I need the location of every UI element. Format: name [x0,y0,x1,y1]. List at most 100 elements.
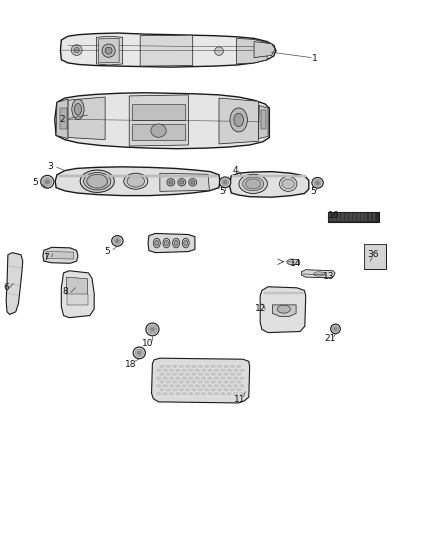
Polygon shape [219,98,258,144]
Ellipse shape [151,124,166,137]
Ellipse shape [201,385,206,387]
Ellipse shape [192,373,196,375]
Ellipse shape [208,385,212,387]
Polygon shape [258,106,268,139]
Text: 8: 8 [62,287,68,295]
Ellipse shape [279,176,297,191]
Ellipse shape [198,365,203,368]
Ellipse shape [198,381,203,383]
Ellipse shape [217,365,222,368]
Ellipse shape [192,389,196,391]
Text: 10: 10 [142,340,154,348]
Ellipse shape [198,373,203,375]
Bar [369,213,371,221]
Ellipse shape [138,351,141,355]
Ellipse shape [156,377,161,379]
Ellipse shape [222,179,229,186]
Ellipse shape [87,174,108,188]
Bar [365,213,367,221]
Ellipse shape [188,392,193,395]
Bar [333,213,336,221]
Ellipse shape [45,180,49,184]
Ellipse shape [127,175,145,187]
Ellipse shape [169,392,174,395]
Ellipse shape [163,385,167,387]
Ellipse shape [160,389,164,391]
Ellipse shape [156,385,161,387]
Ellipse shape [214,377,219,379]
Ellipse shape [179,381,184,383]
Ellipse shape [163,369,167,372]
Ellipse shape [221,377,225,379]
Ellipse shape [277,305,290,313]
Text: 21: 21 [325,335,336,343]
Ellipse shape [173,373,177,375]
Ellipse shape [331,324,340,334]
Text: 6: 6 [3,284,9,292]
Ellipse shape [237,381,241,383]
Ellipse shape [146,323,159,336]
Ellipse shape [173,238,180,248]
Ellipse shape [185,381,190,383]
Ellipse shape [169,180,173,184]
Polygon shape [46,252,74,259]
Ellipse shape [112,236,123,246]
Polygon shape [148,233,195,253]
Ellipse shape [102,44,115,58]
Ellipse shape [180,180,184,184]
Polygon shape [55,167,220,196]
Ellipse shape [185,373,190,375]
Ellipse shape [178,179,186,186]
Ellipse shape [179,373,184,375]
Text: 12: 12 [254,304,266,312]
Ellipse shape [188,385,193,387]
Polygon shape [152,358,250,403]
Ellipse shape [224,389,228,391]
Bar [232,175,306,177]
Ellipse shape [105,47,112,54]
Ellipse shape [169,385,174,387]
Ellipse shape [221,385,225,387]
Ellipse shape [224,365,228,368]
Bar [373,213,375,221]
Ellipse shape [182,238,189,248]
Ellipse shape [282,179,294,189]
Ellipse shape [167,179,175,186]
Text: 14: 14 [290,259,302,268]
Ellipse shape [166,373,170,375]
Ellipse shape [237,389,241,391]
Ellipse shape [176,392,180,395]
Ellipse shape [169,369,174,372]
Bar [364,244,386,269]
Ellipse shape [214,385,219,387]
Ellipse shape [192,381,196,383]
Ellipse shape [219,177,231,188]
Ellipse shape [224,381,228,383]
Ellipse shape [163,238,170,248]
Ellipse shape [233,385,238,387]
Ellipse shape [150,327,155,332]
Ellipse shape [192,365,196,368]
Ellipse shape [230,381,235,383]
Bar [264,292,303,294]
Ellipse shape [166,389,170,391]
Bar [365,245,385,268]
Ellipse shape [148,325,157,334]
Ellipse shape [84,172,111,190]
Ellipse shape [243,177,264,191]
Polygon shape [6,253,23,314]
Ellipse shape [313,272,324,276]
Text: 7: 7 [43,254,49,262]
Ellipse shape [116,239,119,243]
Ellipse shape [176,369,180,372]
Ellipse shape [173,389,177,391]
Ellipse shape [233,392,238,395]
Text: 13: 13 [323,272,334,280]
Text: 5: 5 [104,247,110,256]
Ellipse shape [176,377,180,379]
Ellipse shape [201,377,206,379]
Ellipse shape [240,377,244,379]
Ellipse shape [198,389,203,391]
Ellipse shape [156,392,161,395]
Polygon shape [55,93,269,149]
